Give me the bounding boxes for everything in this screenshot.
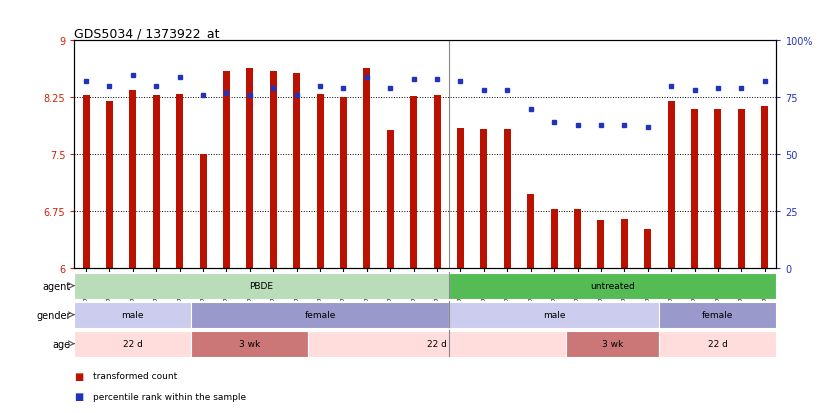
Text: gender: gender	[36, 310, 71, 320]
Bar	[504, 130, 510, 268]
Bar	[738, 109, 745, 268]
Bar	[200, 155, 206, 268]
Text: female: female	[305, 311, 335, 319]
Text: transformed count: transformed count	[93, 371, 177, 380]
Text: ■: ■	[74, 371, 83, 381]
Bar	[762, 107, 768, 268]
Bar	[434, 96, 440, 268]
Bar	[106, 102, 113, 268]
Text: untreated: untreated	[591, 282, 635, 290]
Text: agent: agent	[43, 281, 71, 291]
Bar	[449, 302, 659, 328]
Bar	[176, 94, 183, 268]
Bar	[566, 331, 659, 357]
Text: 22 d: 22 d	[427, 339, 447, 348]
Bar	[667, 102, 675, 268]
Bar	[74, 273, 449, 299]
Text: percentile rank within the sample: percentile rank within the sample	[93, 392, 245, 401]
Bar	[527, 195, 534, 268]
Bar	[308, 331, 566, 357]
Bar	[449, 273, 776, 299]
Bar	[340, 98, 347, 268]
Bar	[691, 109, 698, 268]
Text: age: age	[53, 339, 71, 349]
Bar	[644, 229, 651, 268]
Text: male: male	[543, 311, 565, 319]
Bar	[293, 74, 300, 268]
Bar	[270, 71, 277, 268]
Bar	[457, 128, 464, 268]
Bar	[621, 219, 628, 268]
Text: female: female	[702, 311, 733, 319]
Text: 3 wk: 3 wk	[602, 339, 624, 348]
Bar	[714, 109, 721, 268]
Bar	[223, 71, 230, 268]
Bar	[659, 331, 776, 357]
Bar	[316, 94, 324, 268]
Text: GDS5034 / 1373922_at: GDS5034 / 1373922_at	[74, 27, 220, 40]
Bar	[411, 97, 417, 268]
Text: PBDE: PBDE	[249, 282, 273, 290]
Bar	[574, 209, 581, 268]
Bar	[192, 302, 449, 328]
Bar	[74, 302, 192, 328]
Bar	[246, 69, 254, 268]
Text: 22 d: 22 d	[708, 339, 728, 348]
Bar	[659, 302, 776, 328]
Text: male: male	[121, 311, 144, 319]
Bar	[387, 131, 394, 268]
Bar	[551, 209, 558, 268]
Bar	[192, 331, 308, 357]
Text: 22 d: 22 d	[123, 339, 143, 348]
Bar	[74, 331, 192, 357]
Text: 3 wk: 3 wk	[240, 339, 260, 348]
Text: ■: ■	[74, 392, 83, 401]
Bar	[597, 221, 605, 268]
Bar	[153, 96, 159, 268]
Bar	[363, 69, 370, 268]
Bar	[83, 96, 89, 268]
Bar	[481, 130, 487, 268]
Bar	[130, 90, 136, 268]
